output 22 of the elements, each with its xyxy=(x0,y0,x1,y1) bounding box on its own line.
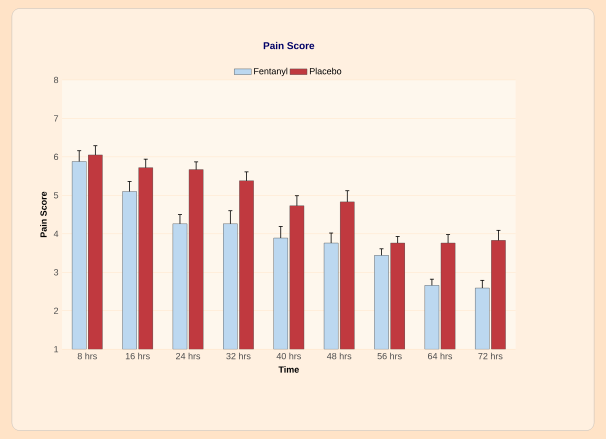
y-axis-title: Pain Score xyxy=(40,192,47,238)
y-tick-label: 1 xyxy=(54,346,58,352)
legend-label: Placebo xyxy=(310,68,342,74)
y-tick-label: 8 xyxy=(54,76,58,84)
y-tick-label: 6 xyxy=(54,154,58,160)
x-tick-label: 56 hrs xyxy=(378,352,402,360)
x-tick-label: 64 hrs xyxy=(428,352,452,360)
legend-label: Fentanyl xyxy=(254,68,288,76)
x-axis-title: Time xyxy=(278,366,299,373)
x-tick-label: 40 hrs xyxy=(276,352,301,360)
x-tick-label: 16 hrs xyxy=(126,352,150,360)
y-tick-label: 3 xyxy=(54,269,58,276)
x-tick-label: 8 hrs xyxy=(78,352,97,360)
chart-title: Pain Score xyxy=(264,42,314,50)
y-tick-label: 4 xyxy=(54,230,58,237)
y-tick-label: 5 xyxy=(54,192,58,198)
y-tick-label: 2 xyxy=(54,308,58,314)
x-tick-label: 32 hrs xyxy=(226,352,251,360)
y-tick-label: 7 xyxy=(54,115,58,122)
x-tick-label: 72 hrs xyxy=(478,352,502,360)
x-tick-label: 48 hrs xyxy=(326,352,352,360)
x-tick-label: 24 hrs xyxy=(176,352,200,360)
